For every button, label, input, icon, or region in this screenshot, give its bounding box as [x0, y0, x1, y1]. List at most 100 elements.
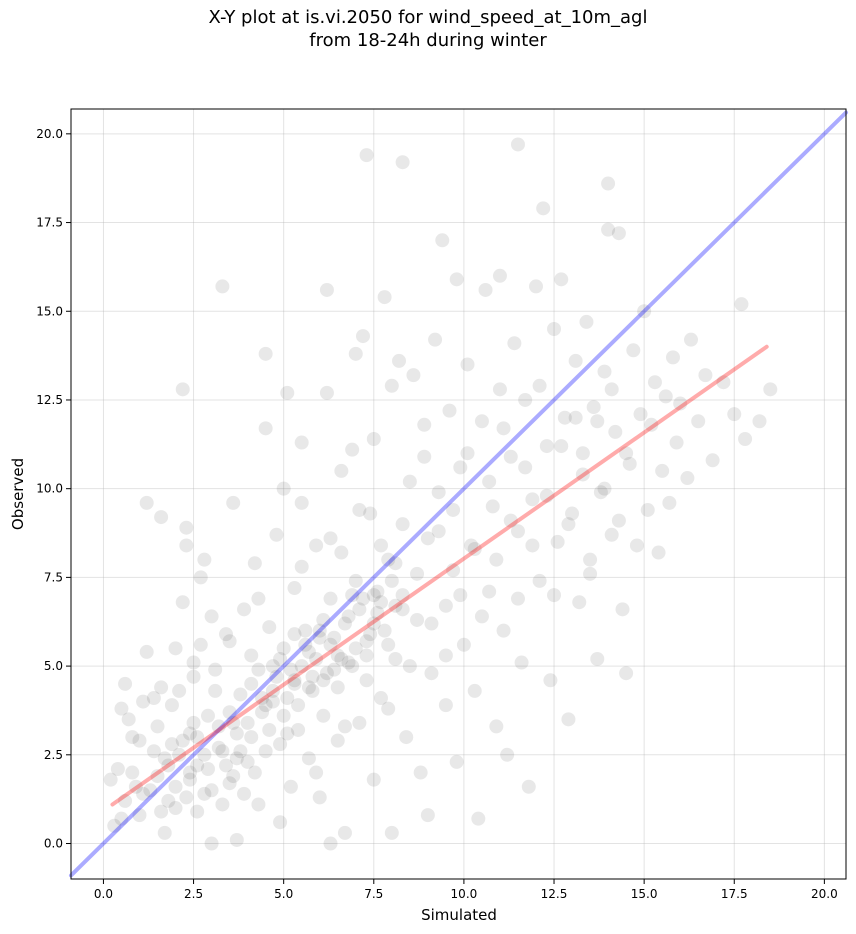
data-point [262, 722, 277, 737]
data-point [474, 414, 489, 429]
data-point [219, 758, 233, 773]
data-point [651, 545, 666, 560]
data-point [136, 694, 151, 709]
data-point [269, 669, 284, 684]
data-point [593, 485, 608, 500]
data-point [222, 705, 237, 720]
data-point [215, 279, 230, 294]
data-point [136, 786, 151, 801]
data-point [370, 584, 385, 599]
data-point [222, 776, 237, 791]
data-point [406, 368, 421, 383]
data-point [352, 715, 367, 730]
y-tick-label: 5.0 [44, 659, 63, 673]
data-point [684, 332, 698, 347]
x-tick-label: 20.0 [811, 887, 838, 901]
data-point [359, 648, 374, 663]
data-point [366, 588, 381, 603]
data-point [374, 691, 388, 706]
data-point [518, 392, 533, 407]
data-point [161, 758, 176, 773]
data-point [752, 414, 767, 429]
data-point [244, 648, 259, 663]
data-point [312, 623, 327, 638]
data-point [150, 769, 165, 784]
data-point [579, 314, 594, 329]
data-point [348, 641, 363, 656]
data-point [438, 648, 453, 663]
x-tick-label: 15.0 [631, 887, 658, 901]
data-point [244, 730, 259, 745]
y-tick-label: 0.0 [44, 837, 63, 851]
data-point [446, 563, 461, 578]
data-point [258, 346, 273, 361]
data-point [179, 538, 194, 553]
data-point [197, 747, 212, 762]
data-point [168, 801, 183, 816]
data-point [435, 233, 450, 248]
data-point [366, 432, 381, 446]
data-point [590, 652, 605, 666]
data-point [529, 279, 543, 294]
data-point [164, 737, 179, 752]
data-point [554, 439, 569, 454]
data-point [478, 282, 493, 297]
data-point [186, 669, 201, 684]
data-point [586, 400, 601, 415]
data-point [366, 772, 381, 787]
data-point [539, 488, 554, 503]
data-point [146, 744, 161, 759]
reference-line-1:1 [69, 110, 848, 878]
data-point [327, 662, 342, 677]
data-point [503, 449, 518, 464]
data-point [309, 652, 324, 666]
data-point [691, 414, 706, 429]
data-point [215, 744, 230, 759]
data-point [438, 598, 453, 613]
data-point [395, 588, 410, 603]
data-point [139, 495, 154, 510]
data-point [287, 581, 302, 596]
data-point [496, 421, 511, 436]
data-point [550, 534, 565, 549]
data-point [698, 368, 713, 383]
data-point [392, 353, 407, 368]
data-point [381, 637, 396, 652]
data-point [161, 793, 176, 808]
data-point [460, 357, 475, 372]
data-point [175, 382, 190, 397]
data-point [255, 691, 270, 706]
data-point [287, 676, 302, 691]
data-point [154, 680, 169, 695]
data-point [316, 673, 331, 688]
data-point [763, 382, 778, 397]
data-point [601, 176, 616, 191]
data-point [316, 612, 331, 627]
data-point [547, 588, 562, 603]
data-point [265, 694, 280, 709]
data-point [456, 637, 471, 652]
data-point [673, 396, 688, 411]
data-point [258, 421, 273, 436]
data-point [309, 538, 324, 553]
data-point [355, 329, 370, 344]
data-point [640, 502, 655, 517]
data-point [420, 808, 435, 823]
data-point [424, 666, 439, 681]
data-point [727, 407, 742, 422]
data-point [597, 364, 612, 379]
data-point [608, 424, 623, 439]
data-point [247, 556, 262, 571]
data-point [204, 836, 219, 851]
data-point [125, 765, 140, 780]
data-point [557, 410, 572, 425]
data-point [644, 417, 659, 432]
data-point [388, 598, 403, 613]
y-tick-label: 17.5 [36, 216, 63, 230]
data-point [334, 545, 349, 560]
data-point [258, 744, 273, 759]
data-point [182, 765, 197, 780]
data-point [417, 449, 432, 464]
data-point [182, 772, 197, 787]
data-point [287, 673, 302, 688]
